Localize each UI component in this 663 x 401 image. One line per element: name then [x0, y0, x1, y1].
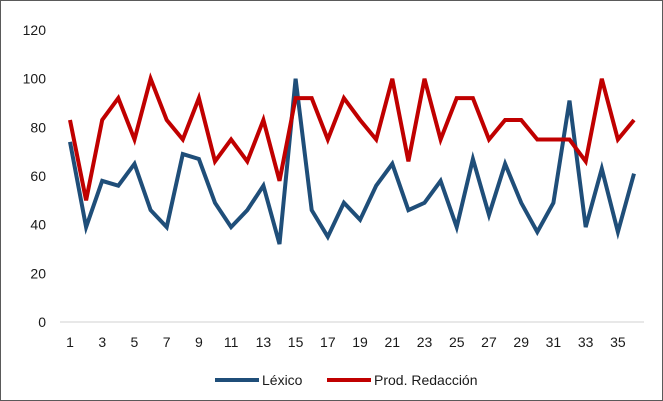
legend: Léxico Prod. Redacción: [215, 372, 478, 388]
x-tick-label: 33: [578, 334, 594, 350]
series-line-prod-redaccion: [68, 72, 636, 201]
y-tick-label: 120: [23, 22, 47, 38]
series-layer: [68, 72, 636, 245]
x-tick-label: 31: [546, 334, 562, 350]
y-tick-label: 80: [30, 119, 46, 135]
y-tick-label: 20: [30, 265, 46, 281]
x-axis-ticks: 1 3 5 7 9 11 13 15 17 19 21 23 25 27 29 31 33 35: [66, 334, 626, 350]
x-tick-label: 25: [449, 334, 465, 350]
x-tick-label: 9: [195, 334, 203, 350]
x-tick-label: 3: [98, 334, 106, 350]
x-tick-label: 27: [481, 334, 497, 350]
x-tick-label: 17: [320, 334, 336, 350]
x-tick-label: 15: [288, 334, 304, 350]
x-tick-label: 1: [66, 334, 74, 350]
legend-label-lexico: Léxico: [262, 372, 303, 388]
x-tick-label: 19: [352, 334, 368, 350]
y-tick-label: 40: [30, 217, 46, 233]
y-axis-ticks: 0 20 40 60 80 100 120: [23, 22, 47, 330]
x-tick-label: 21: [384, 334, 400, 350]
x-tick-label: 13: [256, 334, 272, 350]
x-tick-label: 23: [417, 334, 433, 350]
y-tick-label: 0: [38, 314, 46, 330]
x-tick-label: 7: [163, 334, 171, 350]
x-tick-label: 35: [610, 334, 626, 350]
x-tick-label: 5: [131, 334, 139, 350]
x-tick-label: 29: [513, 334, 529, 350]
y-tick-label: 100: [23, 71, 47, 87]
x-tick-label: 11: [224, 334, 239, 350]
legend-label-prod-redaccion: Prod. Redacción: [374, 372, 478, 388]
series-line-lexico: [68, 78, 636, 245]
y-tick-label: 60: [30, 168, 46, 184]
